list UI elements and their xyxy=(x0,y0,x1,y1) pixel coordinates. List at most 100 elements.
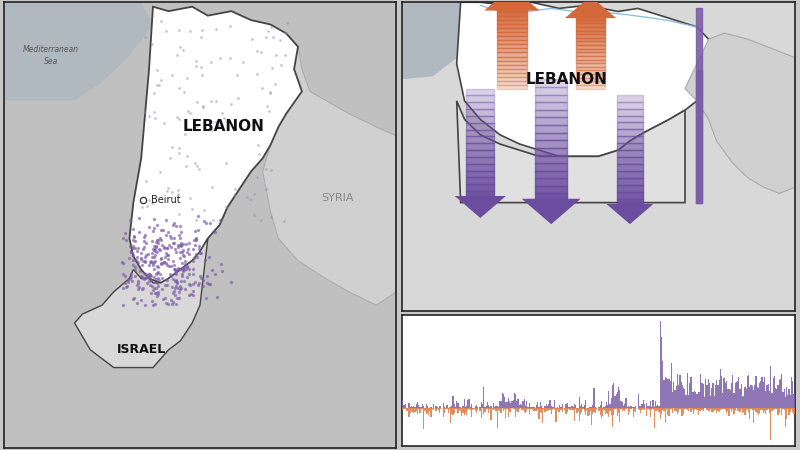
Point xyxy=(144,290,157,297)
Point xyxy=(253,150,266,158)
Bar xyxy=(755,408,757,412)
Bar xyxy=(674,390,676,408)
Bar xyxy=(638,408,639,410)
Bar xyxy=(748,408,750,412)
Bar xyxy=(466,408,467,414)
Bar xyxy=(486,408,487,409)
Bar xyxy=(477,407,478,408)
Bar xyxy=(711,408,713,412)
Bar xyxy=(771,408,773,411)
Bar xyxy=(539,408,541,412)
Point xyxy=(136,274,149,281)
Bar xyxy=(456,401,458,408)
Bar xyxy=(707,379,709,408)
Point xyxy=(193,242,206,249)
Bar xyxy=(433,404,434,408)
Bar xyxy=(629,408,630,412)
Point xyxy=(126,243,139,250)
Bar xyxy=(553,407,554,408)
Bar xyxy=(718,380,720,408)
Bar xyxy=(706,385,707,408)
Bar xyxy=(476,408,477,413)
Bar xyxy=(487,408,488,409)
Point xyxy=(266,33,279,40)
Point xyxy=(138,258,151,265)
Bar xyxy=(665,377,666,408)
Bar xyxy=(617,408,618,416)
Bar xyxy=(683,388,684,408)
Bar xyxy=(590,408,591,411)
Point xyxy=(176,248,189,256)
Bar xyxy=(446,408,447,409)
Bar xyxy=(621,401,622,408)
Point xyxy=(278,51,291,59)
Point xyxy=(147,284,160,292)
Bar xyxy=(698,408,699,415)
Point xyxy=(175,265,188,272)
Bar xyxy=(522,408,524,410)
Bar xyxy=(762,382,764,408)
Bar xyxy=(753,390,754,408)
Point xyxy=(211,123,224,130)
Bar xyxy=(623,406,624,408)
Point xyxy=(142,112,155,120)
Bar xyxy=(693,408,694,414)
Bar xyxy=(550,408,552,414)
Bar xyxy=(570,407,571,408)
Point xyxy=(183,27,196,35)
Bar xyxy=(469,408,470,410)
Bar xyxy=(538,407,539,408)
Bar xyxy=(613,383,614,408)
Point xyxy=(125,270,138,277)
Bar xyxy=(787,408,789,409)
Bar xyxy=(626,407,628,408)
Point xyxy=(117,235,130,242)
Point xyxy=(205,98,218,105)
Bar xyxy=(678,408,679,412)
Bar xyxy=(655,401,656,408)
Point xyxy=(154,236,167,243)
Point xyxy=(172,116,185,123)
Bar xyxy=(497,406,498,408)
Bar xyxy=(586,408,587,410)
Point xyxy=(151,290,164,297)
Point xyxy=(216,109,229,117)
Bar xyxy=(553,408,554,409)
Bar xyxy=(487,402,488,408)
Bar xyxy=(651,407,652,408)
Bar xyxy=(766,385,768,408)
Bar xyxy=(534,408,536,411)
Point xyxy=(175,277,188,284)
Bar xyxy=(778,408,780,413)
Point xyxy=(150,243,162,251)
Bar xyxy=(526,408,527,411)
Bar xyxy=(720,369,721,408)
Point xyxy=(162,301,174,308)
Bar xyxy=(498,407,499,408)
Bar xyxy=(699,392,700,408)
Bar xyxy=(705,379,706,408)
Point xyxy=(228,191,241,198)
Bar xyxy=(667,378,668,408)
Bar xyxy=(470,407,471,408)
Point xyxy=(130,253,143,261)
Point xyxy=(133,229,146,236)
Bar xyxy=(683,408,684,414)
Point xyxy=(150,269,163,276)
Bar xyxy=(654,407,655,408)
Bar xyxy=(403,408,405,410)
Bar xyxy=(670,364,672,408)
Point xyxy=(126,252,139,259)
Point xyxy=(157,227,170,234)
Bar xyxy=(455,408,456,409)
Point xyxy=(223,54,236,61)
Bar xyxy=(552,408,553,410)
Point xyxy=(131,259,144,266)
Point xyxy=(153,81,166,88)
Point xyxy=(170,267,182,274)
Bar xyxy=(406,408,407,411)
Point xyxy=(173,149,186,157)
Text: SYRIA: SYRIA xyxy=(321,193,354,203)
Bar xyxy=(682,385,683,408)
Bar xyxy=(548,408,550,410)
